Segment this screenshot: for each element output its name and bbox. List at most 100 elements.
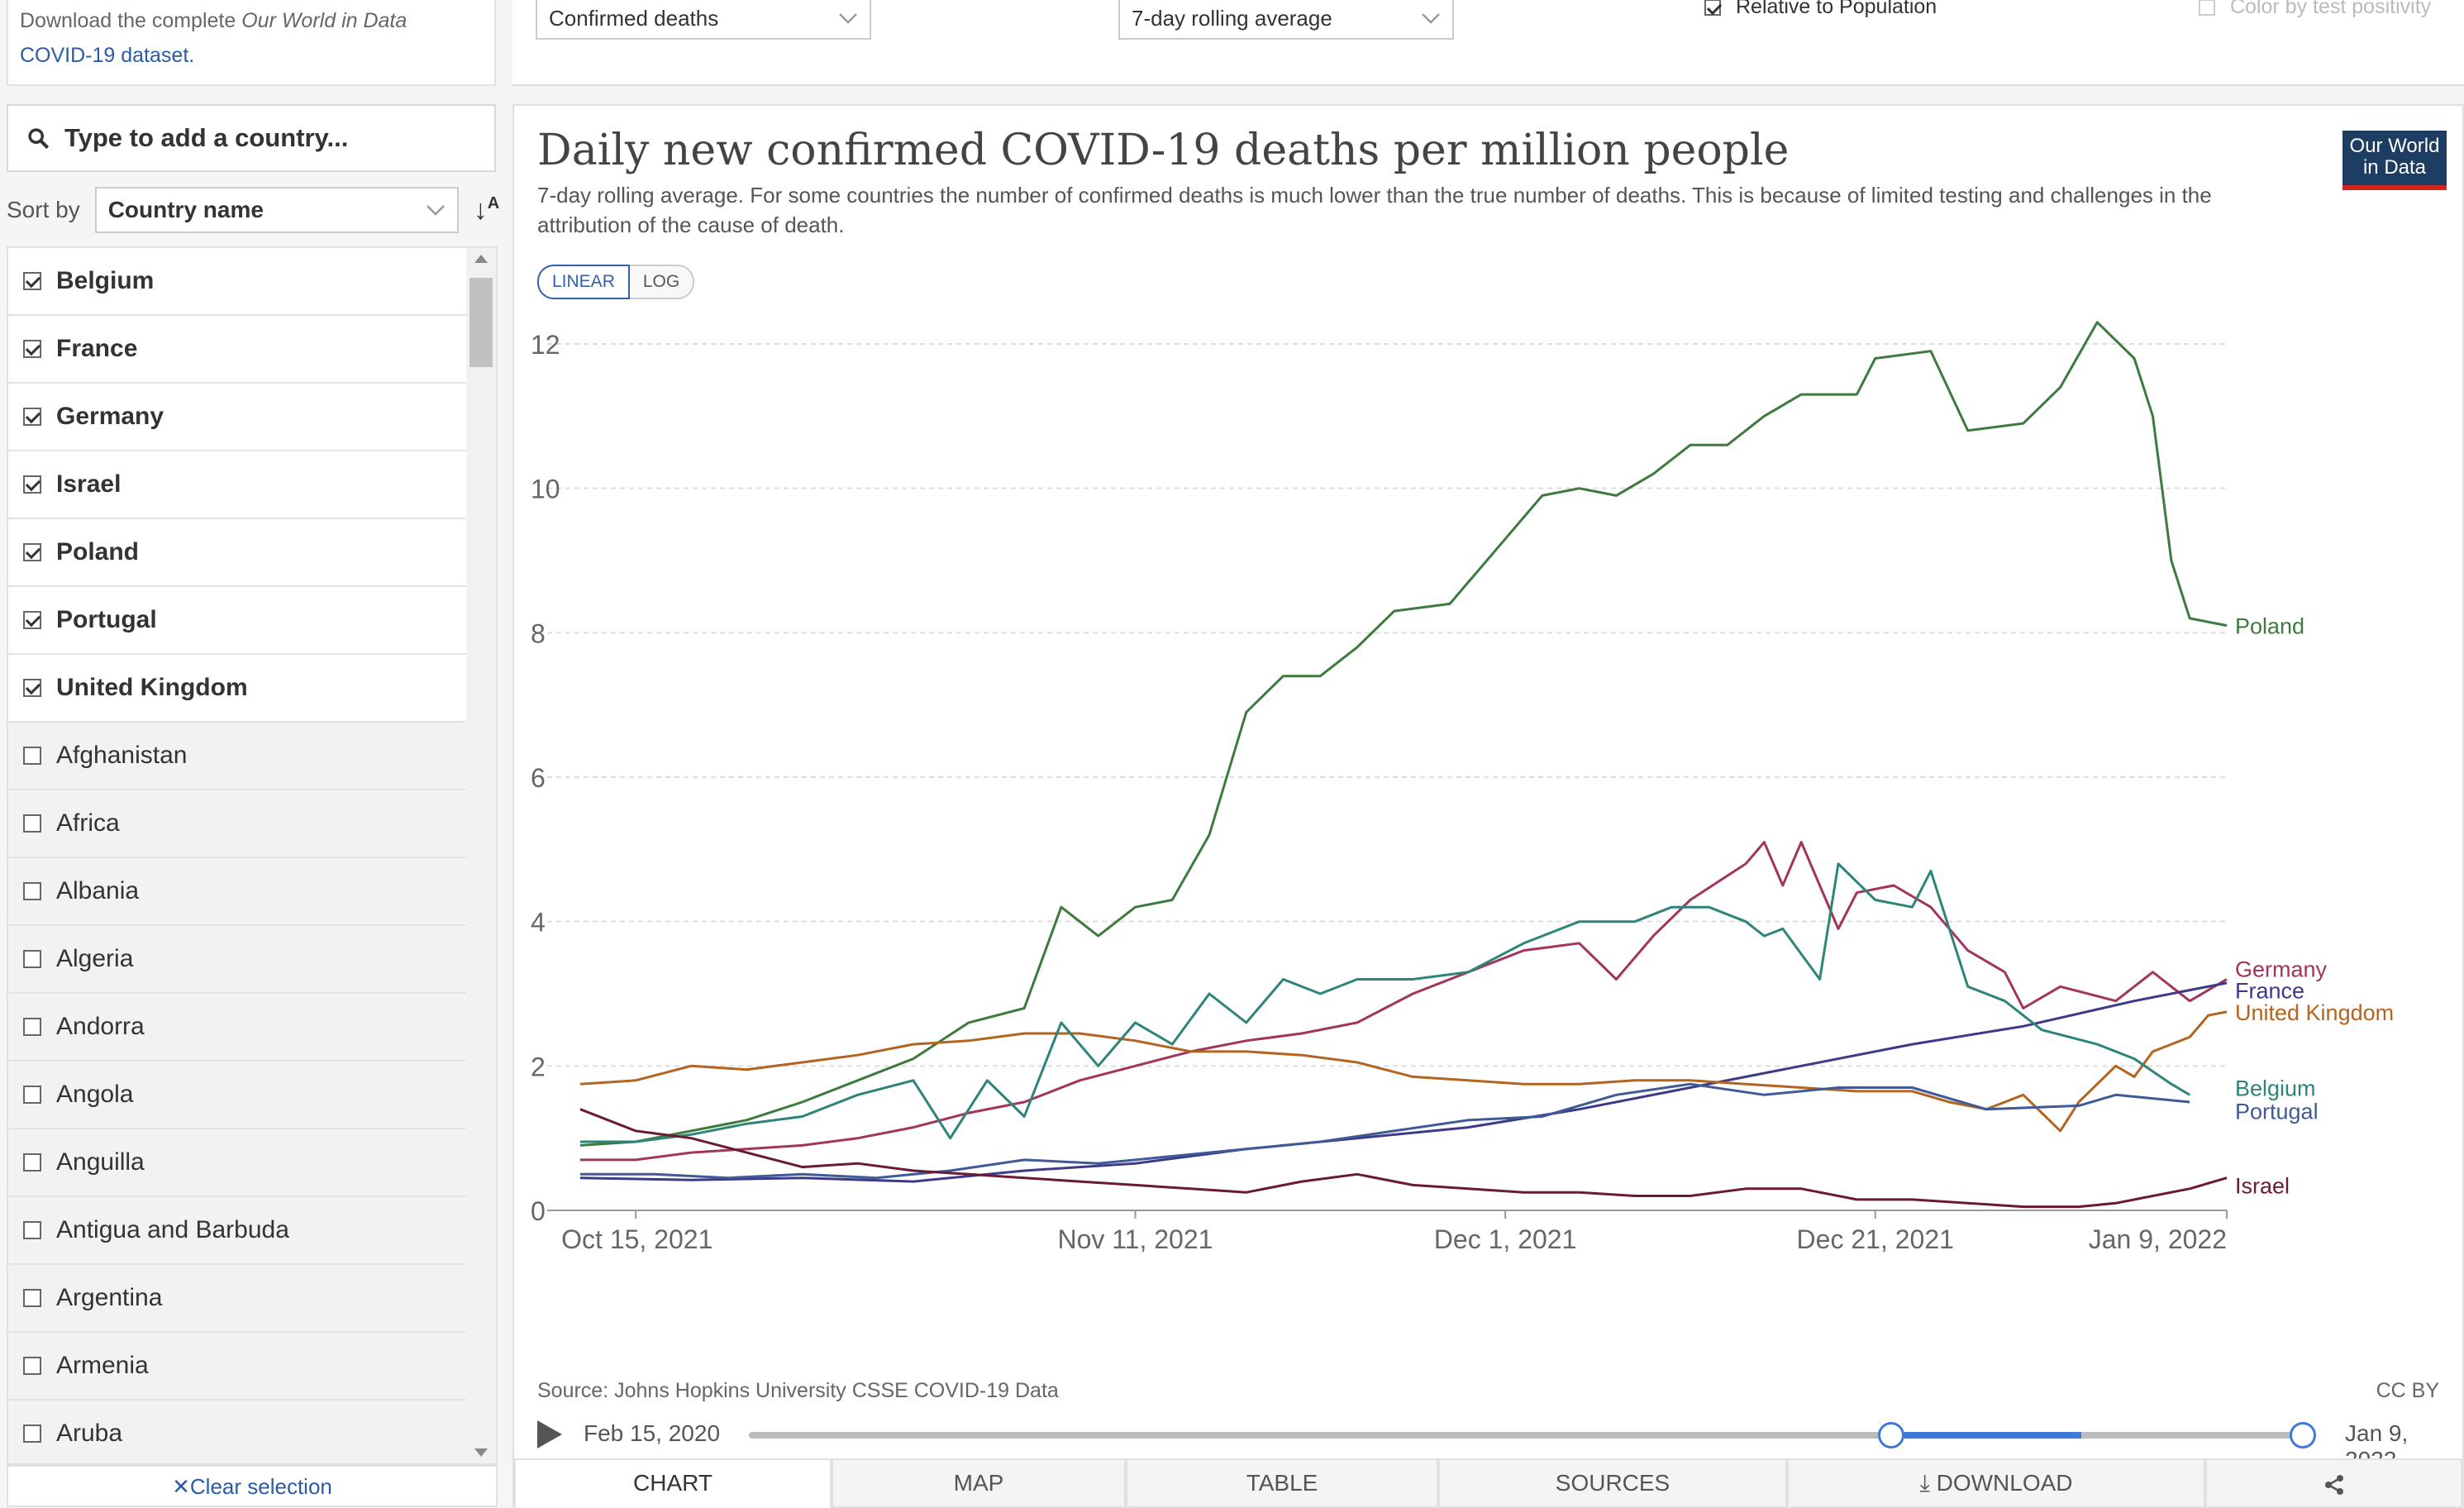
- country-checkbox[interactable]: [23, 950, 41, 968]
- country-item[interactable]: Armenia: [8, 1333, 468, 1401]
- country-checkbox[interactable]: [23, 1018, 41, 1036]
- play-icon[interactable]: [537, 1420, 562, 1448]
- scale-toggle: LINEAR LOG: [537, 265, 695, 299]
- tab-map[interactable]: MAP: [832, 1458, 1126, 1508]
- sidebar: Download the complete Our World in Data …: [0, 0, 506, 1507]
- y-tick-label: 4: [531, 908, 546, 938]
- country-checkbox[interactable]: [23, 882, 41, 900]
- country-item[interactable]: Albania: [8, 858, 468, 926]
- scroll-up-icon[interactable]: [474, 255, 488, 263]
- country-name: United Kingdom: [56, 674, 248, 701]
- country-item[interactable]: Israel: [8, 451, 468, 519]
- relative-to-population-toggle[interactable]: Relative to Population: [1704, 0, 1937, 19]
- country-checkbox[interactable]: [23, 475, 41, 494]
- series-label-united-kingdom: United Kingdom: [2235, 1000, 2394, 1025]
- country-item[interactable]: Belgium: [8, 248, 468, 316]
- country-checkbox[interactable]: [23, 747, 41, 765]
- timeline-track[interactable]: [749, 1432, 2304, 1439]
- country-name: Africa: [56, 809, 120, 837]
- x-tick-label: Dec 21, 2021: [1797, 1224, 1954, 1254]
- country-checkbox[interactable]: [23, 543, 41, 561]
- timeline-end-handle[interactable]: [2290, 1422, 2316, 1448]
- country-checkbox[interactable]: [23, 1221, 41, 1239]
- x-tick-label: Oct 15, 2021: [561, 1224, 713, 1254]
- country-name: Afghanistan: [56, 742, 188, 769]
- sort-direction-icon[interactable]: ↓A: [473, 193, 500, 226]
- country-item[interactable]: Andorra: [8, 994, 468, 1062]
- x-tick-label: Dec 1, 2021: [1434, 1224, 1577, 1254]
- logo-line1: Our World: [2349, 135, 2440, 157]
- sort-select[interactable]: Country name: [94, 187, 459, 233]
- log-scale-button[interactable]: LOG: [629, 265, 695, 299]
- country-checkbox[interactable]: [23, 1086, 41, 1104]
- country-item[interactable]: Germany: [8, 384, 468, 451]
- country-checkbox[interactable]: [23, 679, 41, 697]
- source-note[interactable]: Source: Johns Hopkins University CSSE CO…: [537, 1379, 1059, 1402]
- chart-panel: Daily new confirmed COVID-19 deaths per …: [512, 104, 2464, 1508]
- color-by-positivity-toggle[interactable]: Color by test positivity: [2199, 0, 2431, 19]
- country-item[interactable]: France: [8, 316, 468, 384]
- y-tick-label: 8: [531, 618, 546, 648]
- country-name: Antigua and Barbuda: [56, 1216, 289, 1243]
- series-label-france: France: [2235, 979, 2304, 1004]
- country-item[interactable]: Aruba: [8, 1401, 468, 1463]
- country-item[interactable]: Anguilla: [8, 1129, 468, 1197]
- country-checkbox[interactable]: [23, 408, 41, 426]
- download-dataset-link[interactable]: COVID-19 dataset.: [20, 44, 195, 67]
- search-placeholder: Type to add a country...: [64, 123, 349, 152]
- country-checkbox[interactable]: [23, 1424, 41, 1443]
- tab-sources[interactable]: SOURCES: [1438, 1458, 1787, 1508]
- search-icon: [28, 128, 50, 150]
- share-icon: [2324, 1474, 2343, 1495]
- country-checkbox[interactable]: [23, 1153, 41, 1172]
- y-tick-label: 6: [531, 763, 546, 793]
- tab-chart[interactable]: CHART: [514, 1458, 832, 1508]
- country-item[interactable]: Antigua and Barbuda: [8, 1197, 468, 1265]
- y-tick-label: 12: [531, 330, 560, 360]
- clear-selection-button[interactable]: ✕Clear selection: [7, 1465, 498, 1507]
- country-item[interactable]: Africa: [8, 790, 468, 858]
- country-item[interactable]: Angola: [8, 1062, 468, 1129]
- chart-tabs: CHART MAP TABLE SOURCES ⤓ DOWNLOAD: [514, 1458, 2462, 1508]
- country-name: Belgium: [56, 267, 155, 294]
- license-note[interactable]: CC BY: [2376, 1379, 2439, 1402]
- tab-share[interactable]: [2205, 1458, 2462, 1508]
- country-name: Portugal: [56, 606, 157, 633]
- country-item[interactable]: Portugal: [8, 587, 468, 655]
- scroll-thumb[interactable]: [469, 278, 493, 367]
- tab-download[interactable]: ⤓ DOWNLOAD: [1787, 1458, 2205, 1508]
- country-checkbox[interactable]: [23, 340, 41, 358]
- metric-dropdown[interactable]: Confirmed deaths: [536, 0, 871, 40]
- country-checkbox[interactable]: [23, 611, 41, 629]
- timeline-start-handle[interactable]: [1878, 1422, 1904, 1448]
- country-checkbox[interactable]: [23, 1357, 41, 1375]
- interval-dropdown[interactable]: 7-day rolling average: [1118, 0, 1454, 40]
- linear-scale-button[interactable]: LINEAR: [537, 265, 630, 299]
- country-list-scrollbar[interactable]: [466, 248, 496, 1463]
- country-checkbox[interactable]: [23, 272, 41, 290]
- country-name: Algeria: [56, 945, 134, 972]
- owid-logo[interactable]: Our World in Data: [2342, 131, 2447, 190]
- country-search-input[interactable]: Type to add a country...: [7, 104, 496, 172]
- relative-checkbox[interactable]: [1704, 0, 1721, 16]
- series-label-israel: Israel: [2235, 1173, 2290, 1198]
- country-name: Argentina: [56, 1284, 163, 1311]
- country-item[interactable]: Afghanistan: [8, 723, 468, 790]
- series-line-germany: [580, 841, 2228, 1162]
- country-item[interactable]: United Kingdom: [8, 655, 468, 723]
- tab-table[interactable]: TABLE: [1126, 1458, 1438, 1508]
- color-positivity-checkbox[interactable]: [2199, 0, 2215, 16]
- country-item[interactable]: Algeria: [8, 926, 468, 994]
- timeline-selected-range: [1891, 1432, 2081, 1439]
- country-name: Aruba: [56, 1420, 123, 1447]
- country-checkbox[interactable]: [23, 1289, 41, 1307]
- chart-title: Daily new confirmed COVID-19 deaths per …: [537, 126, 1790, 175]
- country-item[interactable]: Argentina: [8, 1265, 468, 1333]
- country-name: Armenia: [56, 1352, 149, 1379]
- scroll-down-icon[interactable]: [474, 1448, 488, 1457]
- country-checkbox[interactable]: [23, 814, 41, 833]
- series-line-united-kingdom: [579, 1010, 2228, 1133]
- country-item[interactable]: Poland: [8, 519, 468, 587]
- y-tick-label: 2: [531, 1052, 546, 1081]
- line-chart: 0 2 4 6 8 10 12 Oct 15, 2021 Nov 11, 2021 Dec 1, …: [531, 321, 2394, 1254]
